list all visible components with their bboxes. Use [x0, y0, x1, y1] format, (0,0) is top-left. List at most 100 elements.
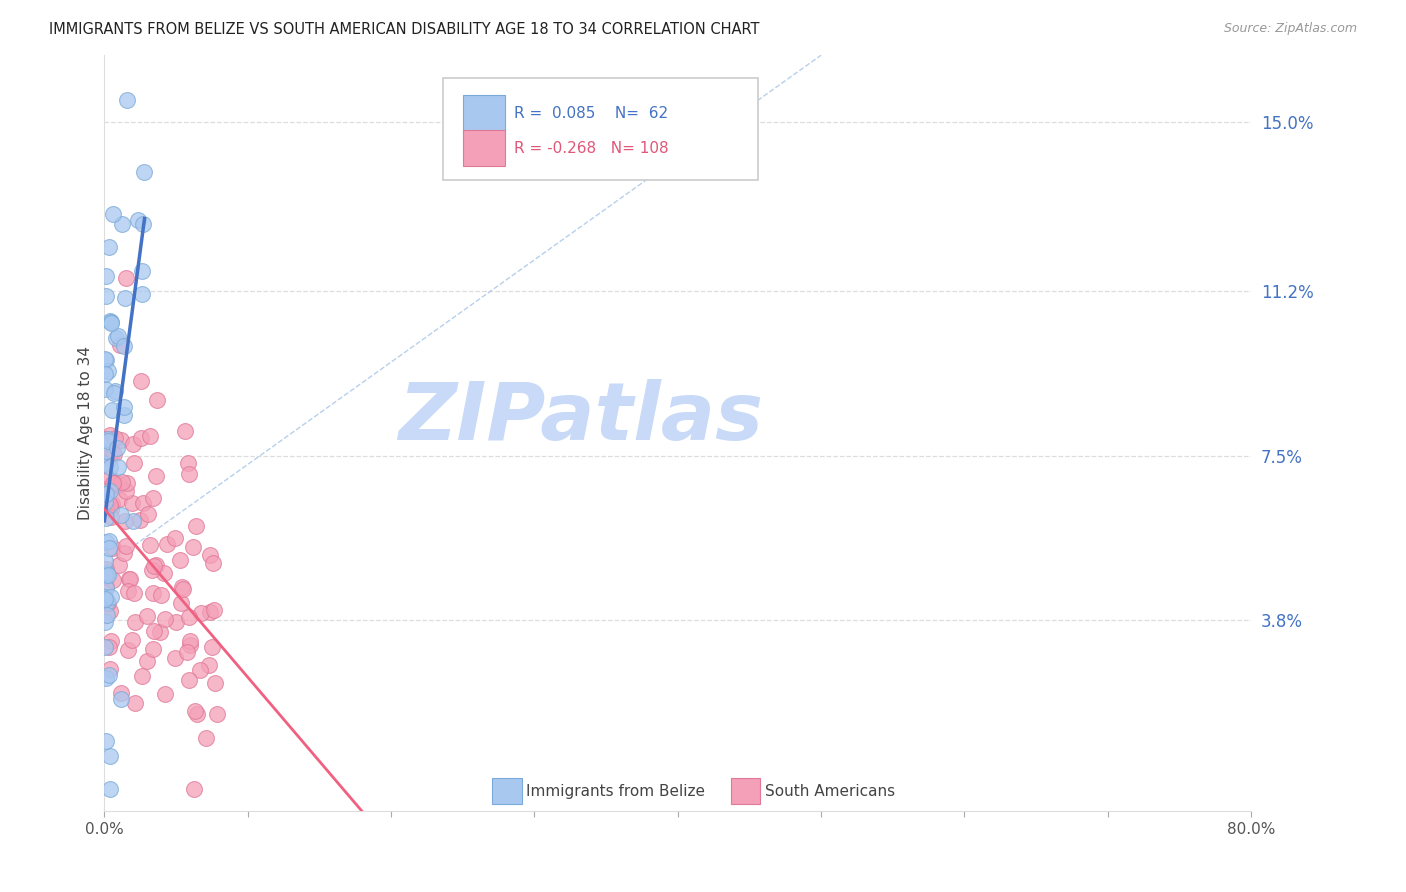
- Point: [149, 625, 172, 640]
- Point: [131, 264, 153, 278]
- Point: [118, 572, 141, 586]
- Point: [105, 442, 128, 456]
- Point: [94, 535, 117, 549]
- Point: [96, 595, 118, 609]
- Point: [98, 460, 121, 475]
- Text: R = -0.268   N= 108: R = -0.268 N= 108: [513, 141, 668, 156]
- Point: [97, 434, 120, 448]
- Text: South Americans: South Americans: [765, 783, 896, 798]
- Point: [153, 611, 176, 625]
- Point: [176, 644, 198, 658]
- Point: [174, 424, 197, 438]
- Point: [100, 590, 122, 604]
- Point: [124, 586, 146, 600]
- Point: [94, 352, 117, 367]
- Point: [107, 460, 129, 475]
- Point: [183, 782, 205, 797]
- Point: [136, 654, 159, 668]
- Point: [94, 367, 117, 381]
- Point: [141, 563, 163, 577]
- Point: [179, 638, 201, 652]
- FancyBboxPatch shape: [464, 95, 505, 131]
- Point: [121, 496, 143, 510]
- Point: [127, 213, 149, 227]
- Point: [96, 607, 118, 622]
- Point: [107, 328, 129, 343]
- Point: [112, 400, 135, 414]
- Point: [98, 314, 121, 328]
- Text: ZIPatlas: ZIPatlas: [398, 379, 763, 458]
- Point: [179, 634, 201, 648]
- Point: [94, 495, 117, 509]
- Point: [101, 446, 124, 460]
- Point: [98, 662, 121, 676]
- Point: [97, 567, 120, 582]
- Point: [108, 338, 131, 352]
- Point: [110, 686, 132, 700]
- Point: [156, 537, 179, 551]
- Point: [122, 436, 145, 450]
- Point: [111, 475, 134, 489]
- Point: [110, 692, 132, 706]
- Point: [115, 484, 138, 499]
- Point: [170, 580, 193, 594]
- Point: [97, 541, 120, 555]
- Point: [96, 289, 118, 303]
- Point: [114, 515, 136, 529]
- Point: [115, 539, 138, 553]
- Point: [94, 511, 117, 525]
- Point: [169, 553, 191, 567]
- Point: [170, 595, 193, 609]
- Point: [94, 592, 117, 607]
- Point: [103, 207, 125, 221]
- Point: [101, 403, 124, 417]
- Point: [98, 604, 121, 618]
- Point: [142, 641, 165, 656]
- Point: [104, 384, 127, 399]
- Point: [94, 457, 117, 471]
- Point: [110, 508, 132, 522]
- Point: [98, 782, 121, 797]
- Point: [94, 581, 117, 595]
- Point: [98, 498, 121, 512]
- Point: [108, 491, 131, 506]
- Point: [139, 429, 162, 443]
- Point: [202, 603, 225, 617]
- Point: [96, 561, 118, 575]
- Point: [132, 496, 155, 510]
- Point: [153, 687, 176, 701]
- Point: [103, 475, 125, 490]
- Point: [121, 632, 143, 647]
- Point: [100, 316, 122, 330]
- Point: [115, 475, 138, 490]
- Point: [94, 734, 117, 748]
- Point: [150, 588, 173, 602]
- Point: [142, 586, 165, 600]
- Point: [103, 479, 125, 493]
- Point: [112, 546, 135, 560]
- Point: [201, 640, 224, 654]
- Point: [101, 541, 124, 555]
- Point: [108, 477, 131, 491]
- Point: [117, 583, 139, 598]
- Point: [122, 514, 145, 528]
- Point: [129, 513, 152, 527]
- Point: [122, 456, 145, 470]
- Point: [94, 487, 117, 501]
- Point: [104, 431, 127, 445]
- Text: Immigrants from Belize: Immigrants from Belize: [526, 783, 706, 798]
- Point: [177, 467, 200, 482]
- Point: [172, 582, 194, 597]
- Point: [132, 217, 155, 231]
- Point: [100, 634, 122, 648]
- Point: [181, 540, 204, 554]
- Point: [98, 484, 121, 499]
- Point: [94, 352, 117, 367]
- Point: [100, 509, 122, 524]
- Point: [100, 497, 122, 511]
- Point: [98, 471, 121, 485]
- Point: [94, 501, 117, 516]
- Point: [184, 704, 207, 718]
- Point: [103, 386, 125, 401]
- Point: [186, 707, 208, 722]
